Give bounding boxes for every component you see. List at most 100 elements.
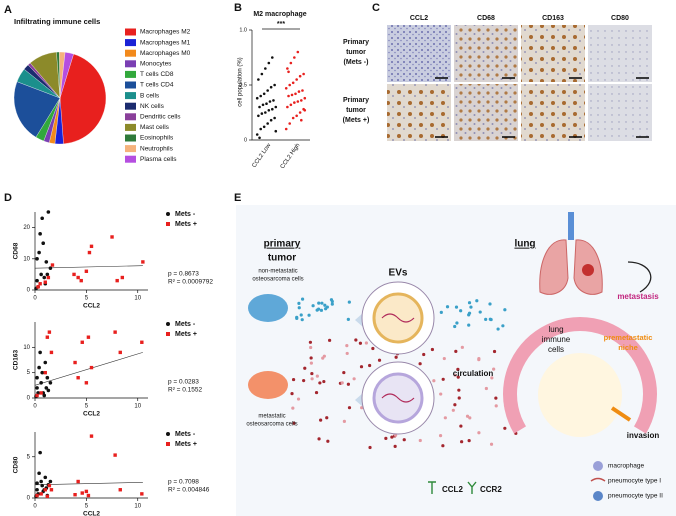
ev-dot [368, 445, 372, 450]
ev-dot [302, 378, 306, 383]
legend-label: NK cells [140, 103, 165, 110]
point [287, 70, 290, 74]
ev-dot [455, 321, 459, 325]
ev-dot [468, 416, 472, 420]
ev-dot [488, 317, 492, 321]
point [45, 272, 50, 277]
point [35, 386, 39, 390]
legend-swatch [125, 102, 136, 110]
micrograph [521, 25, 585, 82]
ev-dot [342, 370, 346, 375]
legend-swatch [125, 92, 136, 100]
point [89, 434, 94, 438]
point [264, 111, 267, 114]
point [46, 388, 51, 393]
y-tick-label: 5 [27, 370, 31, 376]
legend-label: Dendritic cells [140, 114, 181, 121]
ev-dot [322, 354, 326, 358]
ev-dot [459, 424, 463, 428]
legend-label: pneumocyte type II [608, 493, 663, 500]
ev-dot [469, 305, 473, 309]
point [257, 78, 260, 81]
ev-dot [371, 346, 375, 351]
point [41, 241, 46, 245]
point [262, 92, 266, 96]
point [39, 391, 43, 395]
micrograph [454, 84, 518, 141]
point [255, 96, 259, 100]
row-label: tumor [346, 107, 366, 114]
ev-dot [368, 363, 372, 368]
point [39, 272, 43, 277]
point [45, 375, 50, 380]
ev-dot [492, 367, 496, 371]
point [35, 278, 39, 283]
panel-letter: D [4, 192, 12, 204]
ev-dot [308, 340, 313, 344]
annotation: p = 0.8673 [168, 271, 199, 278]
legend-swatch [125, 60, 136, 68]
point [84, 381, 89, 385]
ev-dot [309, 345, 313, 350]
legend-label: Mets - [175, 321, 196, 328]
label: tumor [268, 253, 296, 264]
ev-dot [377, 358, 382, 362]
y-axis-label: CD163 [13, 349, 20, 370]
point [42, 275, 47, 280]
y-axis-label: CD68 [13, 242, 20, 259]
ev-dot [484, 386, 488, 391]
point [293, 101, 296, 104]
ev-dot [319, 308, 324, 312]
point [302, 72, 305, 76]
legend-icon [467, 481, 477, 494]
point [298, 111, 302, 114]
point [298, 74, 302, 78]
ev-dot [503, 308, 507, 312]
ev-dot [300, 318, 304, 322]
row-label: (Mets +) [343, 117, 370, 124]
legend-label: Macrophages M2 [140, 29, 191, 36]
ev-dot [296, 397, 301, 401]
point [48, 266, 53, 270]
column-header: CD80 [611, 15, 629, 22]
point [300, 99, 303, 102]
annotation: p = 0.0283 [168, 379, 199, 386]
label: primary [264, 239, 301, 250]
point [46, 275, 51, 280]
point [72, 272, 76, 277]
x-tick-label: CCL2 High [280, 143, 302, 170]
label: EVs [389, 268, 408, 279]
point [291, 116, 295, 120]
legend-label: Mets + [175, 441, 197, 448]
ev-dot [418, 438, 422, 443]
ev-dot [317, 437, 321, 441]
column-header: CD68 [477, 15, 495, 22]
ev-dot [346, 382, 350, 386]
ev-dot [324, 307, 328, 311]
legend-swatch [125, 70, 136, 78]
legend-label: Mets + [175, 221, 197, 228]
point [272, 99, 275, 102]
legend-swatch [125, 81, 136, 89]
y-tick-label: 0 [27, 496, 31, 502]
legend-label: Macrophages M1 [140, 39, 191, 46]
ev-dot [352, 377, 356, 381]
point [49, 488, 54, 492]
label: premetastatic [604, 333, 653, 342]
y-tick-label: 20 [23, 225, 30, 231]
ev-dot [320, 301, 324, 305]
arrow [610, 406, 632, 422]
scale-bars [435, 77, 649, 138]
point [87, 250, 92, 255]
legend-swatch [125, 134, 136, 142]
point [86, 493, 91, 498]
ev-dot [453, 324, 457, 329]
point [84, 489, 89, 494]
legend-swatch [125, 145, 136, 153]
pie-slice [59, 53, 107, 145]
micrograph [387, 84, 451, 141]
ev-dot [297, 306, 301, 310]
ev-dot [325, 416, 329, 420]
ev-dot [358, 341, 363, 345]
label: lung [548, 325, 563, 334]
